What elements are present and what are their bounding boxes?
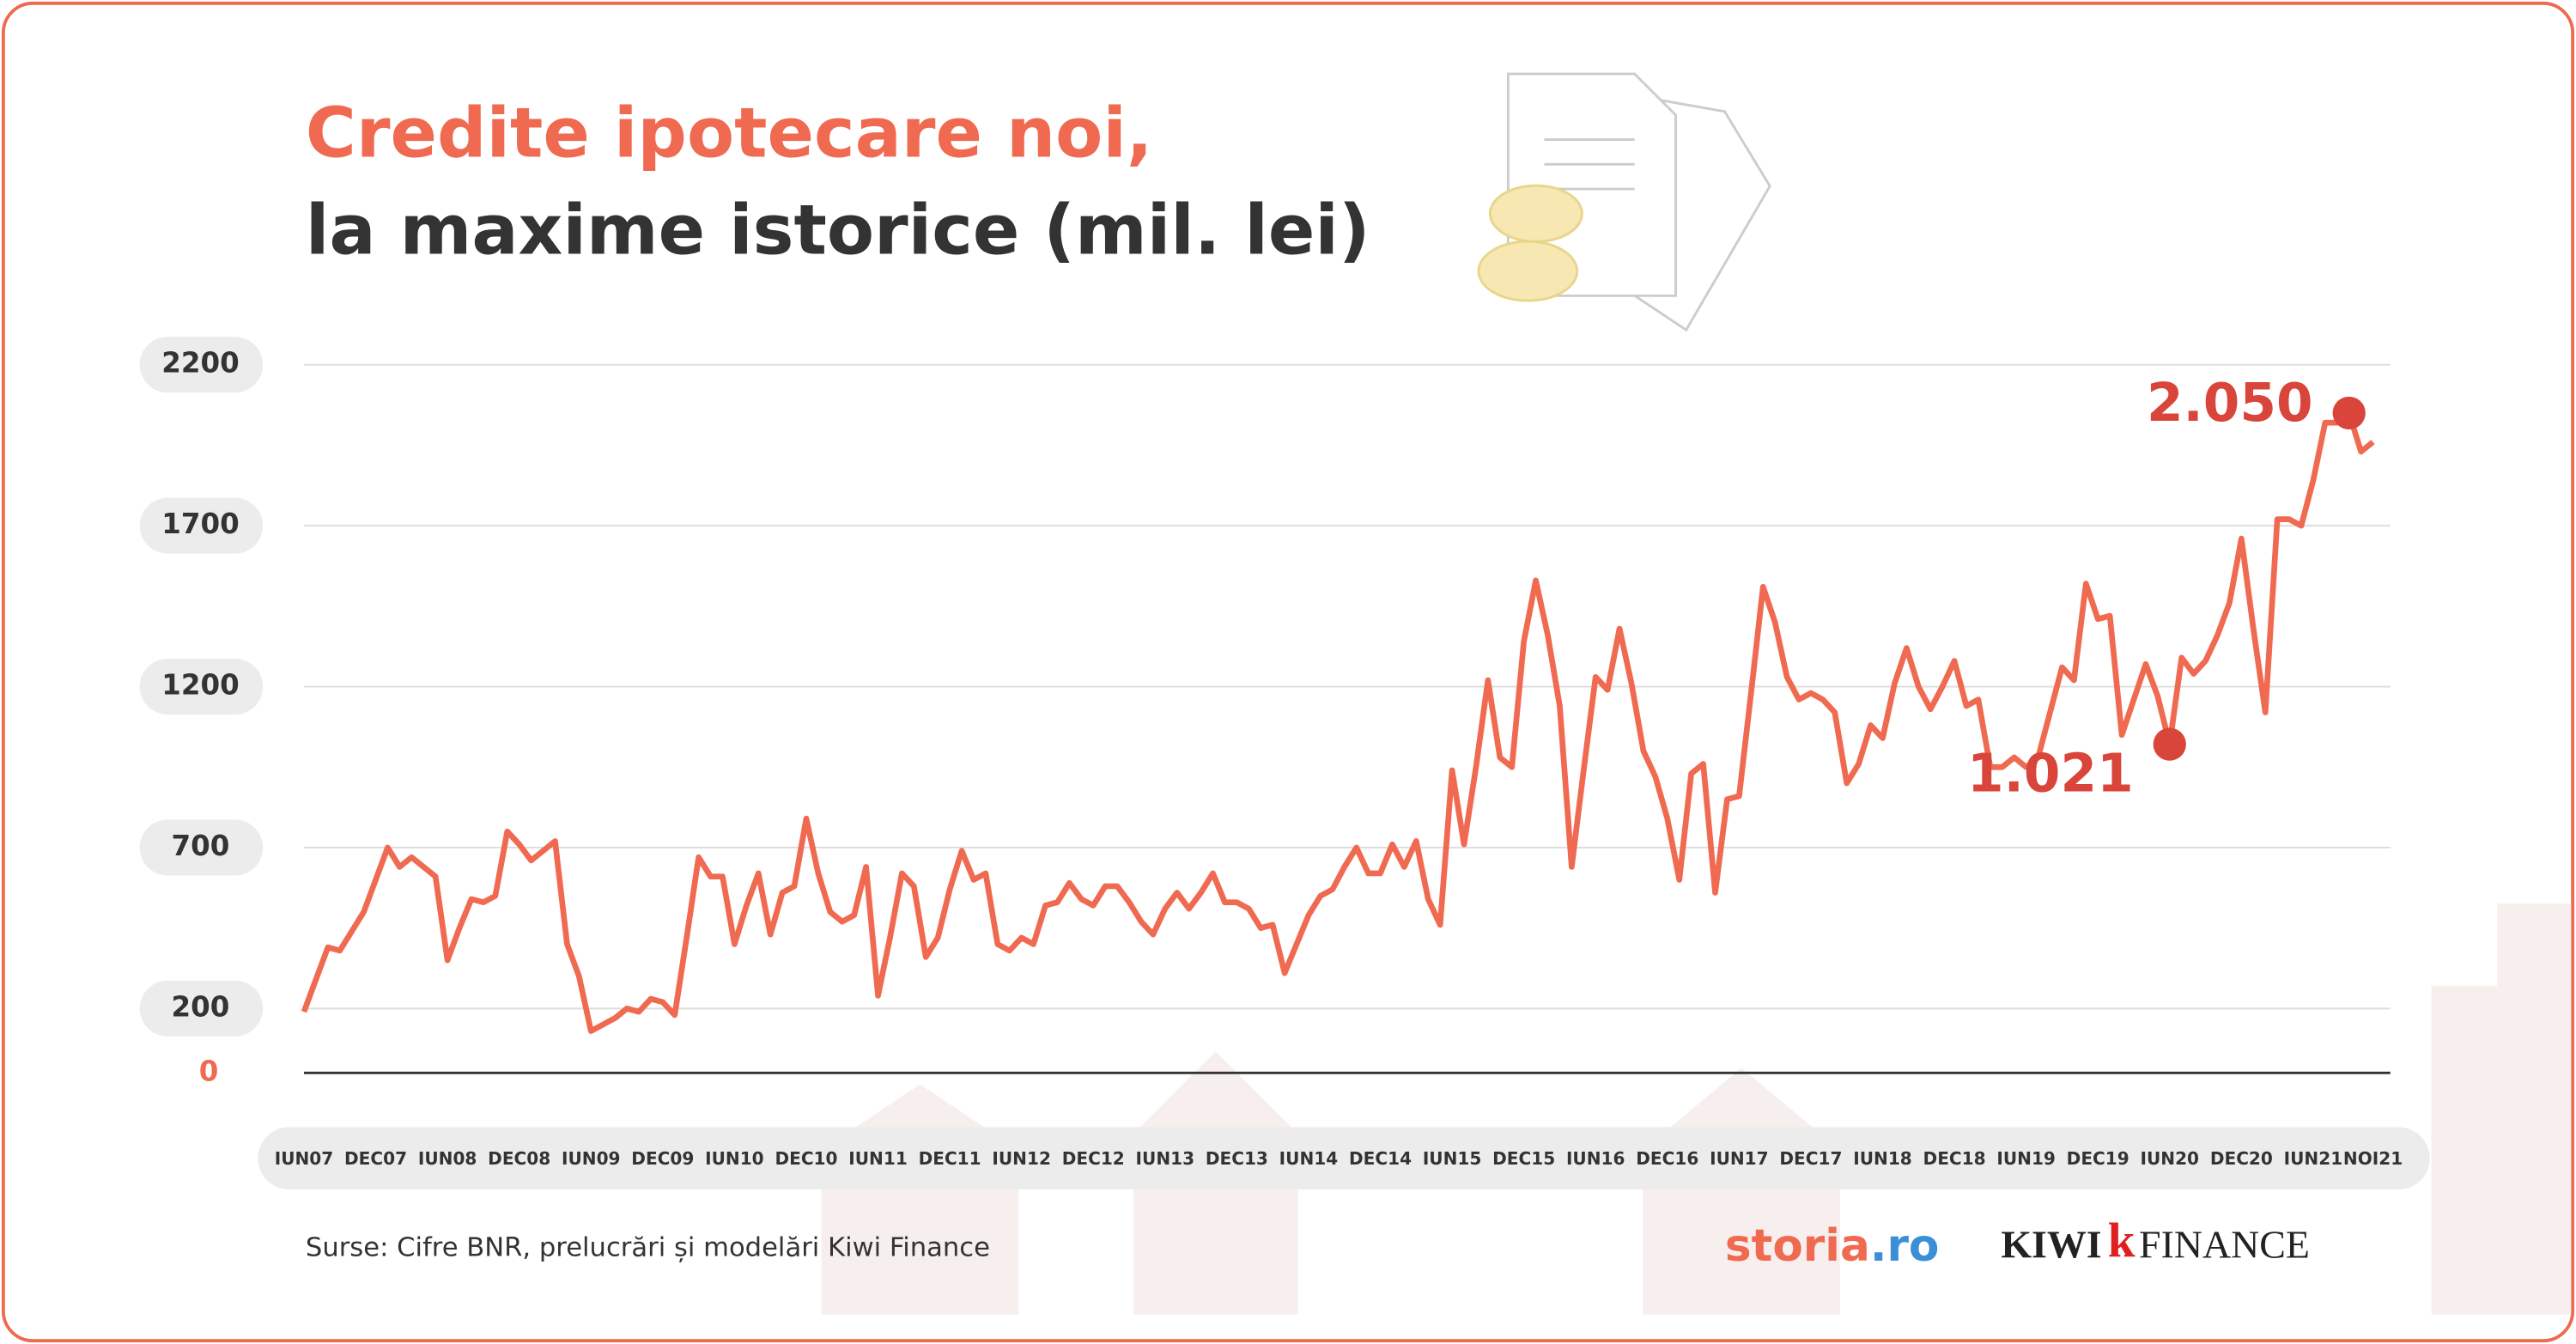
x-tick-label: IUN16 [1566, 1148, 1625, 1169]
chart-subtitle: la maxime istorice (mil. lei) [306, 190, 1370, 271]
x-tick-label: NOI21 [2343, 1148, 2403, 1169]
x-tick-label: IUN19 [1996, 1148, 2056, 1169]
x-tick-label: DEC12 [1062, 1148, 1125, 1169]
x-tick-label: IUN21 [2284, 1148, 2343, 1169]
x-tick-label: IUN15 [1423, 1148, 1482, 1169]
y-tick-pill [139, 980, 264, 1037]
x-tick-label: DEC11 [919, 1148, 981, 1169]
chart-title: Credite ipotecare noi, [306, 93, 1153, 173]
x-tick-label: DEC16 [1636, 1148, 1698, 1169]
y-tick-label: 2200 [161, 347, 239, 380]
x-tick-label: IUN12 [992, 1148, 1051, 1169]
x-tick-label: DEC17 [1779, 1148, 1842, 1169]
x-tick-label: DEC13 [1206, 1148, 1268, 1169]
x-axis-band [258, 1127, 2430, 1190]
x-tick-label: IUN10 [705, 1148, 764, 1169]
y-tick-label: 1200 [161, 669, 239, 702]
y-tick-pill [139, 497, 264, 554]
x-tick-label: DEC07 [344, 1148, 407, 1169]
x-tick-label: IUN09 [562, 1148, 621, 1169]
x-tick-label: DEC20 [2210, 1148, 2273, 1169]
y-tick-pill [139, 819, 264, 876]
y-tick-label: 700 [172, 830, 230, 862]
x-tick-label: IUN17 [1710, 1148, 1769, 1169]
y-tick-label: 200 [172, 990, 230, 1023]
x-tick-label: DEC14 [1349, 1148, 1412, 1169]
x-tick-label: DEC15 [1492, 1148, 1555, 1169]
y-tick-label: 1700 [161, 508, 239, 540]
x-tick-label: IUN07 [275, 1148, 334, 1169]
x-tick-label: DEC19 [2067, 1148, 2129, 1169]
x-tick-label: IUN08 [418, 1148, 477, 1169]
x-tick-label: DEC10 [775, 1148, 837, 1169]
x-tick-label: IUN13 [1136, 1148, 1195, 1169]
x-tick-label: IUN14 [1279, 1148, 1339, 1169]
source-note: Surse: Cifre BNR, prelucrări și modelări… [306, 1233, 990, 1263]
y-tick-label: 0 [199, 1055, 219, 1087]
x-tick-label: DEC18 [1923, 1148, 1986, 1169]
documents-icon [1477, 72, 1771, 332]
highlight-dot [2153, 727, 2186, 761]
y-tick-pill [139, 659, 264, 715]
highlight-label: 2.050 [2147, 373, 2313, 434]
logo-text: .ro [1870, 1220, 1940, 1272]
finance-logo: FINANCE [2139, 1223, 2310, 1267]
x-tick-label: IUN18 [1853, 1148, 1912, 1169]
y-tick-pill [139, 337, 264, 393]
storia-logo: storia.ro [1725, 1220, 1939, 1272]
data-line [301, 410, 2375, 1034]
x-tick-label: IUN11 [848, 1148, 908, 1169]
logo-text: storia [1725, 1220, 1870, 1272]
x-tick-label: DEC09 [631, 1148, 694, 1169]
kiwi-logo: KIWI [2001, 1223, 2101, 1267]
x-tick-label: IUN20 [2141, 1148, 2200, 1169]
highlight-dot [2332, 396, 2366, 430]
x-tick-label: DEC08 [488, 1148, 550, 1169]
highlight-label: 1.021 [1967, 743, 2134, 804]
kiwi-mark: k [2108, 1213, 2136, 1268]
